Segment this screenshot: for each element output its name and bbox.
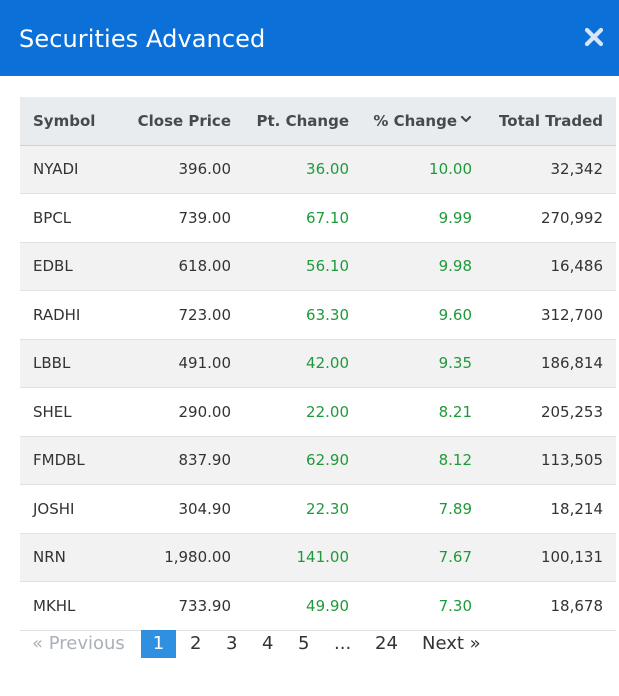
securities-table: Symbol Close Price Pt. Change % Change T… — [20, 97, 616, 631]
column-header-label: Pt. Change — [256, 111, 349, 130]
chevron-down-icon — [460, 111, 472, 129]
table-row[interactable]: SHEL 290.00 22.00 8.21 205,253 — [20, 387, 616, 436]
cell-pt-change: 42.00 — [306, 354, 349, 373]
cell-pt-change: 22.00 — [306, 402, 349, 421]
cell-close-price: 1,980.00 — [164, 548, 231, 567]
pagination-page-3[interactable]: 3 — [226, 633, 238, 654]
cell-symbol[interactable]: FMDBL — [33, 451, 85, 470]
table-row[interactable]: BPCL 739.00 67.10 9.99 270,992 — [20, 193, 616, 242]
cell-total-traded: 312,700 — [540, 305, 603, 324]
cell-total-traded: 18,214 — [550, 499, 604, 518]
pagination-ellipsis: ... — [334, 633, 352, 654]
cell-pct-change: 7.89 — [438, 499, 472, 518]
cell-pct-change: 9.99 — [438, 208, 472, 227]
column-header-label: Close Price — [137, 111, 231, 130]
pagination-previous: « Previous — [32, 633, 125, 654]
cell-total-traded: 205,253 — [540, 402, 603, 421]
column-header-close-price[interactable]: Close Price — [128, 97, 231, 145]
pagination-page-2[interactable]: 2 — [190, 633, 202, 654]
column-header-pct-change[interactable]: % Change — [349, 97, 472, 145]
table-row[interactable]: NRN 1,980.00 141.00 7.67 100,131 — [20, 533, 616, 582]
cell-pct-change: 8.12 — [438, 451, 472, 470]
cell-close-price: 723.00 — [178, 305, 232, 324]
cell-total-traded: 186,814 — [540, 354, 603, 373]
cell-pt-change: 62.90 — [306, 451, 349, 470]
table-row[interactable]: LBBL 491.00 42.00 9.35 186,814 — [20, 339, 616, 388]
cell-symbol[interactable]: EDBL — [33, 257, 73, 276]
cell-close-price: 491.00 — [178, 354, 232, 373]
cell-symbol[interactable]: JOSHI — [33, 499, 75, 518]
cell-symbol[interactable]: BPCL — [33, 208, 72, 227]
cell-symbol[interactable]: NYADI — [33, 160, 79, 179]
table-row[interactable]: NYADI 396.00 36.00 10.00 32,342 — [20, 145, 616, 194]
cell-close-price: 290.00 — [178, 402, 232, 421]
pagination-page-4[interactable]: 4 — [262, 633, 274, 654]
modal-header: Securities Advanced — [0, 0, 619, 76]
cell-pt-change: 63.30 — [306, 305, 349, 324]
column-header-label: Total Traded — [499, 111, 603, 130]
table-row[interactable]: MKHL 733.90 49.90 7.30 18,678 — [20, 581, 616, 630]
cell-symbol[interactable]: SHEL — [33, 402, 72, 421]
cell-total-traded: 18,678 — [550, 596, 604, 615]
cell-pct-change: 9.98 — [438, 257, 472, 276]
securities-table-container: Symbol Close Price Pt. Change % Change T… — [20, 97, 616, 631]
pagination-page-24[interactable]: 24 — [375, 633, 398, 654]
cell-pct-change: 10.00 — [429, 160, 472, 179]
table-header-row: Symbol Close Price Pt. Change % Change T… — [20, 97, 616, 145]
table-row[interactable]: RADHI 723.00 63.30 9.60 312,700 — [20, 290, 616, 339]
cell-symbol[interactable]: LBBL — [33, 354, 71, 373]
close-button[interactable] — [583, 26, 605, 48]
cell-total-traded: 113,505 — [540, 451, 603, 470]
cell-close-price: 837.90 — [178, 451, 232, 470]
cell-pt-change: 56.10 — [306, 257, 349, 276]
close-icon — [584, 27, 604, 47]
cell-pct-change: 7.30 — [438, 596, 472, 615]
cell-total-traded: 16,486 — [550, 257, 604, 276]
cell-symbol[interactable]: MKHL — [33, 596, 76, 615]
cell-symbol[interactable]: RADHI — [33, 305, 81, 324]
cell-pct-change: 9.35 — [438, 354, 472, 373]
modal-title: Securities Advanced — [19, 25, 266, 53]
table-row[interactable]: FMDBL 837.90 62.90 8.12 113,505 — [20, 436, 616, 485]
cell-pt-change: 49.90 — [306, 596, 349, 615]
cell-close-price: 618.00 — [178, 257, 232, 276]
column-header-label: % Change — [373, 111, 457, 130]
cell-close-price: 733.90 — [178, 596, 232, 615]
pagination-next[interactable]: Next » — [422, 633, 481, 654]
cell-total-traded: 270,992 — [540, 208, 603, 227]
cell-pct-change: 7.67 — [438, 548, 472, 567]
cell-close-price: 739.00 — [178, 208, 232, 227]
cell-pt-change: 141.00 — [296, 548, 350, 567]
cell-pt-change: 36.00 — [306, 160, 349, 179]
cell-close-price: 396.00 — [178, 160, 232, 179]
column-header-symbol[interactable]: Symbol — [20, 97, 128, 145]
pagination-page-1[interactable]: 1 — [141, 630, 176, 658]
cell-symbol[interactable]: NRN — [33, 548, 66, 567]
cell-pt-change: 22.30 — [306, 499, 349, 518]
table-row[interactable]: JOSHI 304.90 22.30 7.89 18,214 — [20, 484, 616, 533]
cell-pct-change: 9.60 — [438, 305, 472, 324]
column-header-pt-change[interactable]: Pt. Change — [231, 97, 349, 145]
pagination-page-5[interactable]: 5 — [298, 633, 310, 654]
cell-total-traded: 100,131 — [540, 548, 603, 567]
column-header-label: Symbol — [33, 111, 96, 130]
cell-total-traded: 32,342 — [550, 160, 604, 179]
table-row[interactable]: EDBL 618.00 56.10 9.98 16,486 — [20, 242, 616, 291]
column-header-total-traded[interactable]: Total Traded — [472, 97, 616, 145]
cell-pt-change: 67.10 — [306, 208, 349, 227]
cell-pct-change: 8.21 — [438, 402, 472, 421]
cell-close-price: 304.90 — [178, 499, 232, 518]
pagination: « Previous 1 2 3 4 5 ... 24 Next » — [20, 630, 603, 658]
